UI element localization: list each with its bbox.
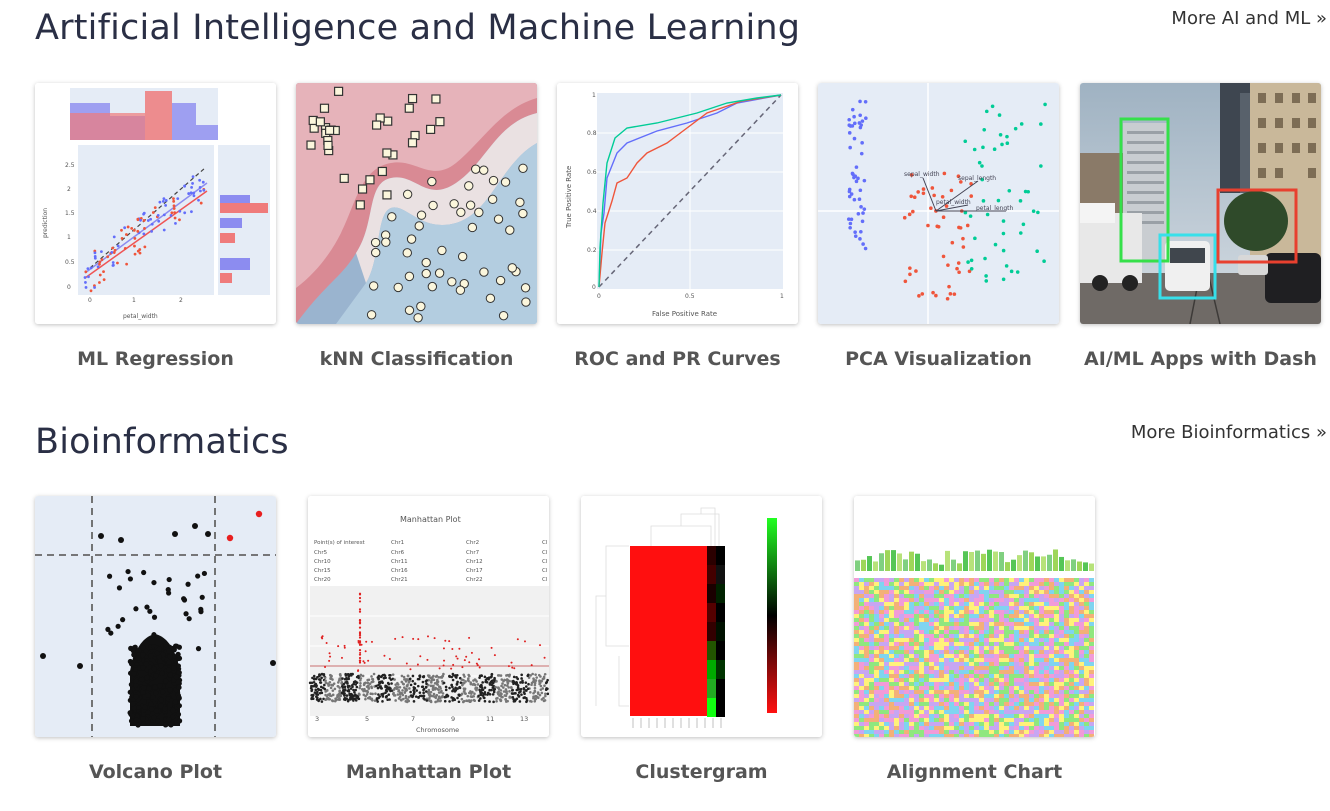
pca-arrow-label: sepal_length [958,175,996,182]
manhattan-xtick: 7 [411,715,415,723]
legend-item: Cl [542,540,548,546]
roc-ytick: 0.2 [587,247,597,254]
manhattan-xtick: 5 [365,715,369,723]
card-label-knn-classification[interactable]: kNN Classification [319,348,514,370]
legend-item: Cl [542,568,548,574]
legend-item: Chr20 [314,577,331,583]
legend-item: Chr2 [466,540,479,546]
more-ai-ml-link[interactable]: More AI and ML » [1171,8,1327,29]
legend-item: Cl [542,550,548,556]
manhattan-title: Manhattan Plot [400,515,461,524]
legend-item: Chr6 [391,550,405,556]
roc-xtick: 0.5 [685,293,695,300]
reg-ytick: 0 [67,284,71,291]
legend-item: Chr5 [314,550,328,556]
legend-item: Chr7 [466,550,480,556]
card-label-ai-ml-apps-dash[interactable]: AI/ML Apps with Dash [1084,348,1317,370]
legend-item: Chr11 [391,559,408,565]
ml-regression-thumbnail[interactable]: 2.5 2 1.5 1 0.5 0 0 1 2 petal_width pred… [35,83,276,324]
card-label-ml-regression[interactable]: ML Regression [77,348,234,370]
pca-arrow-label: petal_length [976,205,1014,212]
legend-item: Chr15 [314,568,331,574]
reg-ytick: 1.5 [65,210,75,217]
manhattan-xtick: 11 [486,715,494,723]
reg-ytick: 2 [67,186,71,193]
roc-ytick: 0.8 [587,130,597,137]
ai-ml-apps-dash-thumbnail[interactable] [1080,83,1321,324]
pca-arrow-label: sepal_width [904,171,940,178]
roc-xlabel: False Positive Rate [652,310,717,318]
roc-ytick: 1 [592,92,596,99]
pca-arrow-label: petal_width [936,199,971,206]
manhattan-xlabel: Chromosome [416,726,459,734]
roc-xtick: 0 [597,293,601,300]
knn-classification-thumbnail[interactable] [296,83,537,324]
reg-ytick: 2.5 [65,162,75,169]
section-title-bioinformatics: Bioinformatics [35,422,289,462]
roc-pr-curves-thumbnail[interactable]: 1 0.8 0.6 0.4 0.2 0 0 0.5 1 False Positi… [557,83,798,324]
legend-item: Chr22 [466,577,483,583]
legend-item: Cl [542,577,548,583]
legend-item: Chr17 [466,568,483,574]
legend-item: Point(s) of interest [314,540,366,546]
pca-visualization-thumbnail[interactable]: sepal_width sepal_length petal_width pet… [818,83,1059,324]
card-label-pca-visualization[interactable]: PCA Visualization [845,348,1032,370]
card-label-volcano-plot[interactable]: Volcano Plot [88,761,223,783]
reg-ytick: 1 [67,234,71,241]
legend-item: Cl [542,559,548,565]
reg-ytick: 0.5 [65,259,75,266]
legend-item: Chr1 [391,540,404,546]
manhattan-xtick: 3 [315,715,319,723]
legend-item: Chr10 [314,559,331,565]
roc-ytick: 0 [592,284,596,291]
section-title-ai-ml: Artificial Intelligence and Machine Lear… [35,8,801,48]
manhattan-xtick: 13 [520,715,528,723]
card-label-clustergram[interactable]: Clustergram [635,761,768,783]
roc-ytick: 0.6 [587,169,597,176]
roc-ytick: 0.4 [587,208,597,215]
reg-xlabel: petal_width [123,313,158,320]
legend-item: Chr12 [466,559,483,565]
card-label-alignment-chart[interactable]: Alignment Chart [886,761,1063,783]
clustergram-thumbnail[interactable] [581,496,822,737]
reg-xtick: 2 [179,297,183,304]
roc-xtick: 1 [780,293,784,300]
legend-item: Chr21 [391,577,408,583]
reg-ylabel: prediction [42,208,49,238]
manhattan-xtick: 9 [451,715,455,723]
more-bioinformatics-link[interactable]: More Bioinformatics » [1130,422,1327,443]
reg-xtick: 1 [132,297,136,304]
manhattan-plot-thumbnail[interactable]: Manhattan Plot Point(s) of interest Chr5… [308,496,549,737]
card-label-manhattan-plot[interactable]: Manhattan Plot [345,761,512,783]
reg-xtick: 0 [88,297,92,304]
volcano-plot-thumbnail[interactable] [35,496,276,737]
card-label-roc-pr-curves[interactable]: ROC and PR Curves [574,348,781,370]
alignment-chart-thumbnail[interactable] [854,496,1095,737]
roc-ylabel: True Positive Rate [565,166,573,229]
legend-item: Chr16 [391,568,408,574]
